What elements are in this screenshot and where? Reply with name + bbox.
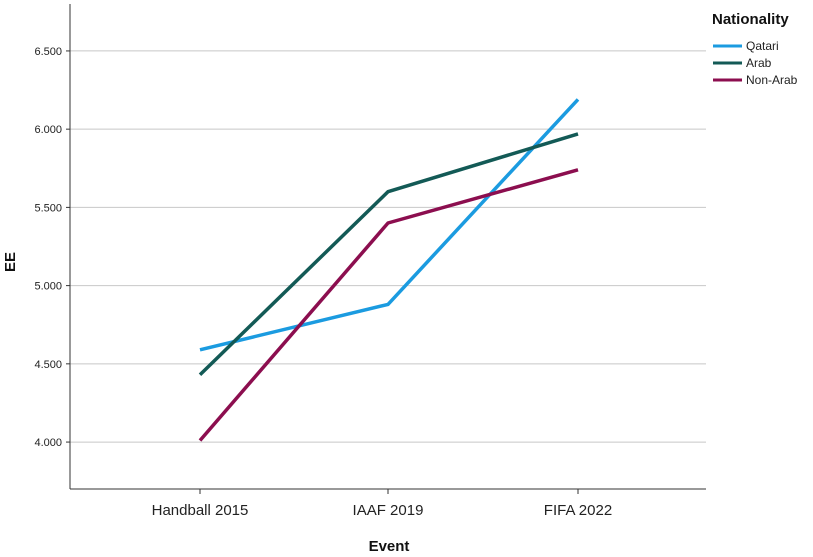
legend-title: Nationality (712, 11, 789, 28)
legend: Nationality Qatari Arab Non-Arab (712, 11, 798, 87)
series-line-non-arab (198, 168, 579, 442)
gridlines (70, 50, 706, 443)
legend-label: Non-Arab (746, 73, 798, 87)
x-axis-title: Event (369, 538, 410, 555)
x-tick-label: FIFA 2022 (544, 502, 612, 519)
x-tick-label: IAAF 2019 (353, 502, 424, 519)
y-axis-ticks: 4.000 4.500 5.000 5.500 6.000 6.500 (34, 46, 70, 449)
y-tick-label: 5.000 (34, 281, 62, 293)
x-tick-label: Handball 2015 (152, 502, 249, 519)
legend-label: Arab (746, 56, 772, 70)
legend-items: Qatari Arab Non-Arab (713, 39, 798, 87)
y-tick-label: 6.500 (34, 46, 62, 58)
legend-label: Qatari (746, 39, 779, 53)
series-lines (198, 98, 580, 442)
x-axis-ticks: Handball 2015 IAAF 2019 FIFA 2022 (152, 489, 612, 519)
y-tick-label: 5.500 (34, 202, 62, 214)
y-axis-title: EE (2, 252, 19, 272)
series-line-arab (198, 132, 579, 377)
y-tick-label: 4.500 (34, 359, 62, 371)
series-line-qatari (199, 98, 580, 352)
y-tick-label: 6.000 (34, 124, 62, 136)
y-tick-label: 4.000 (34, 437, 62, 449)
